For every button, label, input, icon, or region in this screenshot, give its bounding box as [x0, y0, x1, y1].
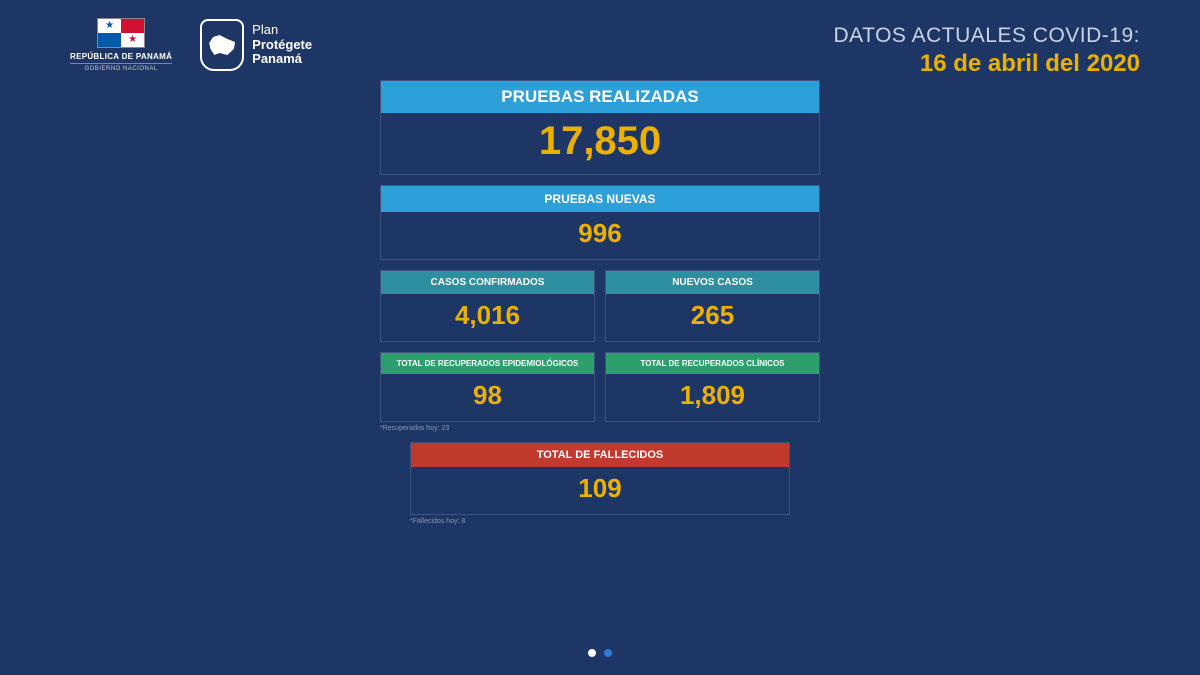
gov-name: REPÚBLICA DE PANAMÁ [70, 52, 172, 61]
gov-subtitle: GOBIERNO NACIONAL [70, 63, 172, 72]
pagination [588, 649, 612, 657]
card-confirmed: CASOS CONFIRMADOS 4,016 [380, 270, 595, 342]
card-value: 17,850 [381, 113, 819, 174]
card-header: PRUEBAS NUEVAS [381, 186, 819, 212]
card-tests-total: PRUEBAS REALIZADAS 17,850 [380, 80, 820, 175]
card-header: CASOS CONFIRMADOS [381, 271, 594, 294]
page-title: DATOS ACTUALES COVID-19: [834, 24, 1140, 48]
card-value: 109 [411, 467, 789, 514]
page-dot-2[interactable] [604, 649, 612, 657]
card-header: PRUEBAS REALIZADAS [381, 81, 819, 113]
card-deaths: TOTAL DE FALLECIDOS 109 [410, 442, 790, 515]
report-date: 16 de abril del 2020 [834, 50, 1140, 78]
footnote-recovered: *Recuperados hoy: 23 [380, 425, 820, 432]
card-value: 996 [381, 212, 819, 259]
card-header: TOTAL DE RECUPERADOS CLÍNICOS [606, 353, 819, 374]
card-tests-new: PRUEBAS NUEVAS 996 [380, 185, 820, 260]
card-new-cases: NUEVOS CASOS 265 [605, 270, 820, 342]
card-value: 4,016 [381, 294, 594, 341]
gov-logo: ★ ★ REPÚBLICA DE PANAMÁ GOBIERNO NACIONA… [70, 18, 172, 72]
plan-text: Plan Protégete Panamá [252, 23, 312, 68]
card-value: 1,809 [606, 374, 819, 421]
plan-logo: Plan Protégete Panamá [200, 19, 312, 71]
shield-icon [200, 19, 244, 71]
card-recovered-epi: TOTAL DE RECUPERADOS EPIDEMIOLÓGICOS 98 [380, 352, 595, 422]
card-header: TOTAL DE FALLECIDOS [411, 443, 789, 467]
header-left: ★ ★ REPÚBLICA DE PANAMÁ GOBIERNO NACIONA… [70, 18, 312, 72]
card-header: TOTAL DE RECUPERADOS EPIDEMIOLÓGICOS [381, 353, 594, 374]
panama-flag-icon: ★ ★ [97, 18, 145, 48]
card-value: 98 [381, 374, 594, 421]
dashboard: PRUEBAS REALIZADAS 17,850 PRUEBAS NUEVAS… [380, 80, 820, 525]
card-header: NUEVOS CASOS [606, 271, 819, 294]
card-recovered-clin: TOTAL DE RECUPERADOS CLÍNICOS 1,809 [605, 352, 820, 422]
row-recovered: TOTAL DE RECUPERADOS EPIDEMIOLÓGICOS 98 … [380, 352, 820, 422]
footnote-deaths: *Fallecidos hoy: 8 [410, 518, 790, 525]
header-right: DATOS ACTUALES COVID-19: 16 de abril del… [834, 24, 1140, 78]
card-value: 265 [606, 294, 819, 341]
row-cases: CASOS CONFIRMADOS 4,016 NUEVOS CASOS 265 [380, 270, 820, 342]
page-dot-1[interactable] [588, 649, 596, 657]
